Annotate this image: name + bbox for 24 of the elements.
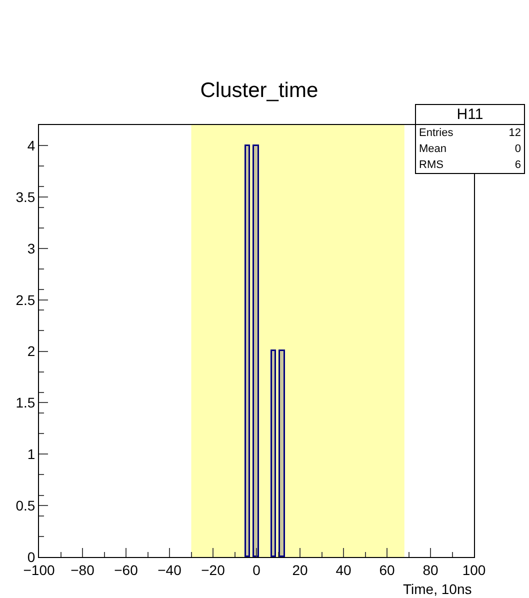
- y-tick-label: 3: [27, 240, 36, 256]
- y-tick-label: 3.5: [16, 188, 36, 205]
- x-axis-title: Time, 10ns: [403, 581, 472, 597]
- x-tick-label: 0: [252, 562, 261, 578]
- x-tick-label: 20: [292, 562, 308, 578]
- y-tick-label: 4: [27, 137, 36, 154]
- text: H11: [416, 105, 524, 125]
- y-tick-label: 1: [27, 446, 36, 462]
- text: Mean 0: [419, 143, 521, 155]
- y-tick-label: 2: [27, 343, 36, 360]
- y-tick-label: 2.5: [16, 292, 36, 308]
- x-tick-label: 100: [462, 562, 486, 578]
- x-tick-label: −60: [114, 562, 138, 578]
- x-tick-label: 60: [379, 562, 395, 578]
- x-tick-label: −40: [158, 562, 182, 578]
- x-tick-label: −80: [70, 562, 95, 578]
- x-tick-label: −20: [201, 562, 226, 578]
- text: RMS 6: [419, 159, 521, 171]
- text: Entries 12: [419, 127, 521, 139]
- y-tick-label: 1.5: [16, 394, 36, 411]
- chart-title: Cluster_time: [200, 79, 318, 102]
- y-tick-label: 0.5: [16, 497, 36, 514]
- x-tick-label: 80: [422, 562, 438, 578]
- x-tick-label: 40: [336, 562, 352, 578]
